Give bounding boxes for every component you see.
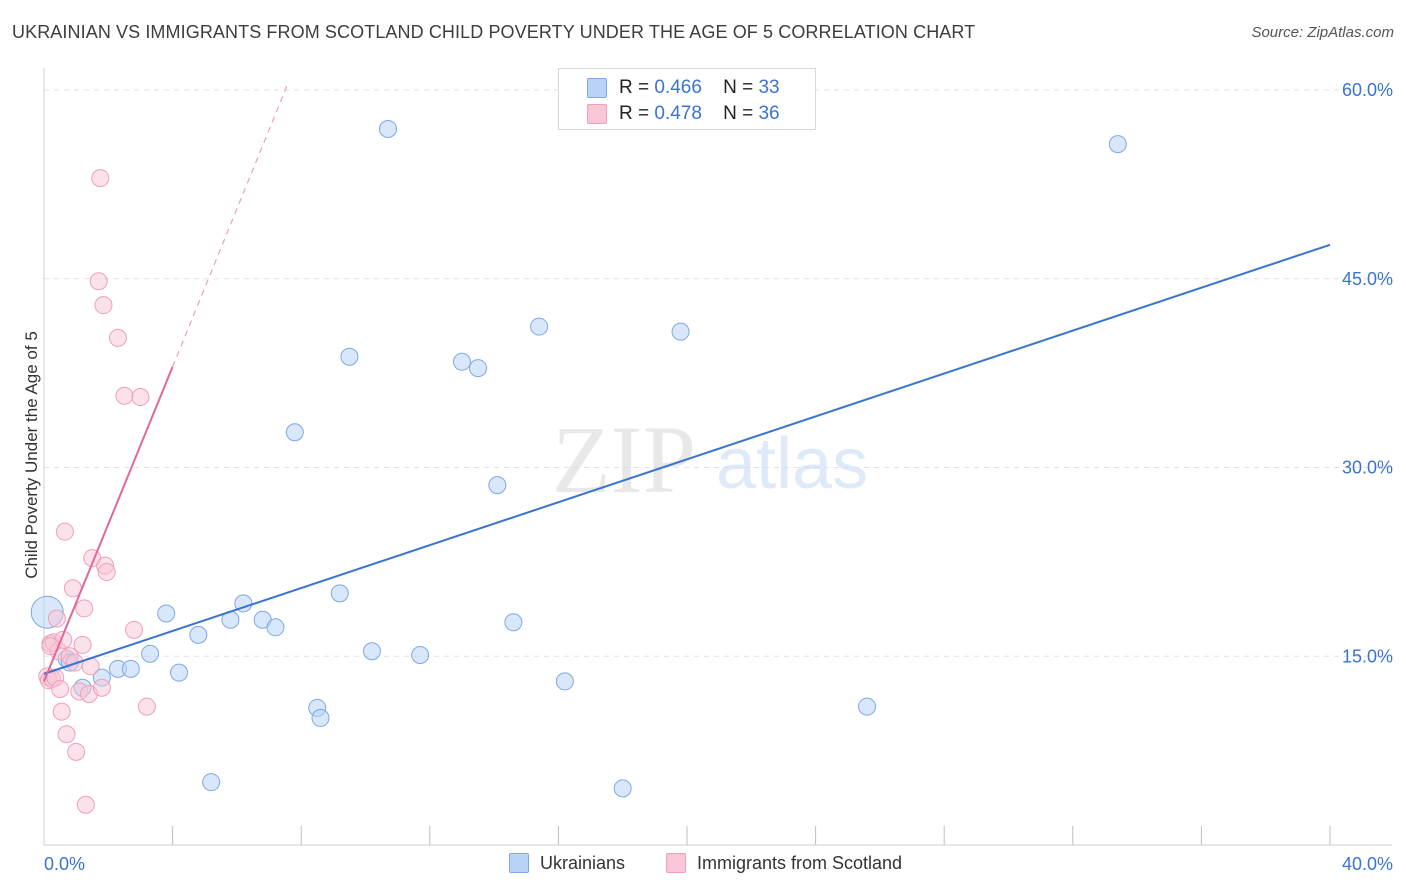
- legend-swatch-scotland: [587, 104, 607, 124]
- gridlines: [44, 89, 1392, 657]
- ukrainians-point-31: [671, 322, 690, 341]
- ukrainians-point-15: [266, 618, 285, 637]
- scotland-point-34: [137, 697, 156, 716]
- ukrainians-point-19: [330, 584, 349, 603]
- scotland-point-8: [51, 679, 70, 698]
- ukrainians-point-24: [452, 352, 471, 371]
- ukrainians-point-25: [469, 359, 488, 378]
- legend-r-value: 0.478: [654, 103, 702, 124]
- ukrainians-point-23: [411, 645, 430, 664]
- legend-r-label: R =: [619, 103, 650, 124]
- ukrainians-point-28: [530, 317, 549, 336]
- watermark-atlas: atlas: [716, 424, 868, 504]
- ukrainians-point-8: [157, 604, 176, 623]
- scotland-point-33: [131, 388, 150, 407]
- watermark: ZIP atlas: [552, 406, 868, 513]
- ukrainians-point-26: [488, 476, 507, 495]
- ukrainians-point-9: [170, 663, 189, 682]
- scotland-point-25: [91, 169, 110, 188]
- watermark-zip: ZIP: [552, 406, 696, 513]
- series-scotland-points: [38, 169, 156, 814]
- ukrainians-point-20: [340, 347, 359, 366]
- ukrainians-point-6: [121, 659, 140, 678]
- scotland-point-16: [67, 742, 86, 761]
- legend-r-value: 0.466: [654, 77, 702, 98]
- scotland-point-18: [73, 635, 92, 654]
- scotland-point-9: [52, 702, 71, 721]
- ukrainians-point-29: [555, 672, 574, 691]
- chart-title: UKRAINIAN VS IMMIGRANTS FROM SCOTLAND CH…: [12, 22, 976, 42]
- ukrainians-point-32: [858, 697, 877, 716]
- bottom-legend-label-ukrainians: Ukrainians: [540, 853, 626, 873]
- scotland-point-30: [108, 328, 127, 347]
- y-axis-label: Child Poverty Under the Age of 5: [22, 331, 41, 579]
- legend-n-value: 36: [758, 103, 780, 124]
- bottom-legend-swatch-ukrainians: [509, 853, 529, 873]
- trend-lines: [43, 82, 1331, 682]
- legend-swatch-ukrainians: [587, 78, 607, 98]
- scotland-point-19: [75, 599, 94, 618]
- series-ukrainians-points: [30, 120, 1127, 798]
- y-tick-label: 60.0%: [1342, 80, 1393, 100]
- bottom-legend-label-scotland: Immigrants from Scotland: [697, 853, 903, 873]
- bottom-legend-swatch-scotland: [666, 853, 686, 873]
- scotland-point-29: [97, 562, 116, 581]
- scotland-point-20: [76, 795, 95, 814]
- legend-r-label: R =: [619, 77, 650, 98]
- scotland-point-32: [125, 620, 144, 639]
- scotland-point-26: [92, 678, 111, 697]
- ukrainians-point-7: [141, 644, 160, 663]
- ukrainians-point-13: [234, 594, 253, 613]
- scotland-point-27: [94, 296, 113, 315]
- x-tick-label: 40.0%: [1342, 854, 1393, 874]
- legend-n-label: N =: [723, 77, 754, 98]
- scotland-trend-line: [43, 366, 174, 682]
- scotland-point-31: [115, 386, 134, 405]
- tick-labels: 15.0% 30.0% 45.0% 60.0% 0.0% 40.0%: [44, 80, 1393, 874]
- ukrainians-point-22: [379, 120, 398, 139]
- ukrainians-point-11: [202, 773, 221, 792]
- scotland-point-6: [47, 609, 66, 628]
- scotland-trend-extension: [172, 82, 289, 368]
- ukrainians-point-33: [1108, 135, 1127, 154]
- ukrainians-point-21: [362, 642, 381, 661]
- ukrainians-point-16: [285, 423, 304, 442]
- y-tick-label: 45.0%: [1342, 269, 1393, 289]
- axes: [43, 68, 1392, 846]
- ukrainians-point-27: [504, 613, 523, 632]
- ukrainians-point-10: [189, 625, 208, 644]
- ukrainians-point-18: [311, 708, 330, 727]
- scotland-point-12: [57, 725, 76, 744]
- ukrainians-point-30: [613, 779, 632, 798]
- ukrainians-trend-line: [43, 243, 1331, 675]
- legend-n-value: 33: [758, 77, 780, 98]
- legend-n-label: N =: [723, 103, 754, 124]
- y-tick-label: 30.0%: [1342, 458, 1393, 478]
- stats-legend: R = 0.466 N = 33 R = 0.478 N = 36: [558, 68, 816, 130]
- y-tick-label: 15.0%: [1342, 646, 1393, 666]
- scotland-point-11: [55, 522, 74, 541]
- scotland-point-24: [89, 272, 108, 291]
- source-label: Source: ZipAtlas.com: [1251, 24, 1394, 41]
- x-tick-label: 0.0%: [44, 854, 85, 874]
